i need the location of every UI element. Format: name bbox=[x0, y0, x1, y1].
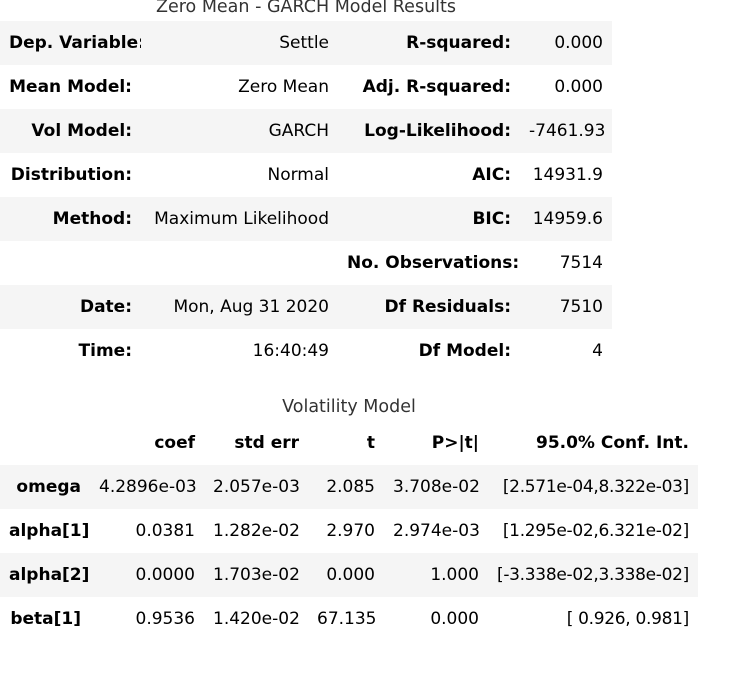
row-value: 4 bbox=[592, 341, 603, 361]
param-name: alpha[2] bbox=[0, 553, 90, 597]
t-value: 67.135 bbox=[317, 609, 377, 629]
std-err-value: 2.057e-03 bbox=[204, 465, 308, 509]
conf-int-value: [1.295e-02,6.321e-02] bbox=[502, 521, 689, 541]
row-label bbox=[0, 241, 141, 285]
summary-row-method: Method: Maximum Likelihood BIC: 14959.6 bbox=[0, 197, 612, 241]
row-value: Maximum Likelihood bbox=[141, 197, 338, 241]
t-value: 2.085 bbox=[308, 465, 384, 509]
p-value: 2.974e-03 bbox=[393, 521, 480, 541]
coef-value: 0.9536 bbox=[135, 609, 195, 629]
summary-row-dep-variable: Dep. Variable: Settle R-squared: 0.000 bbox=[0, 21, 612, 65]
summary-row-distribution: Distribution: Normal AIC: 14931.9 bbox=[0, 153, 612, 197]
coef-value: 4.2896e-03 bbox=[90, 465, 204, 509]
param-name: alpha[1] bbox=[9, 521, 90, 541]
column-header: P>|t| bbox=[431, 433, 479, 453]
p-value: 0.000 bbox=[430, 609, 479, 629]
row-value: Mon, Aug 31 2020 bbox=[141, 285, 338, 329]
model-summary-table: Dep. Variable: Settle R-squared: 0.000 M… bbox=[0, 21, 612, 373]
row-value: Settle bbox=[141, 21, 338, 65]
conf-int-value: [-3.338e-02,3.338e-02] bbox=[488, 553, 698, 597]
row-value: 7510 bbox=[520, 285, 612, 329]
row-value: Zero Mean bbox=[238, 77, 329, 97]
table-row: omega 4.2896e-03 2.057e-03 2.085 3.708e-… bbox=[0, 465, 698, 509]
volatility-model-table: coef std err t P>|t| 95.0% Conf. Int. om… bbox=[0, 422, 698, 641]
summary-row-date: Date: Mon, Aug 31 2020 Df Residuals: 751… bbox=[0, 285, 612, 329]
p-value: 3.708e-02 bbox=[384, 465, 488, 509]
table-row: alpha[1] 0.0381 1.282e-02 2.970 2.974e-0… bbox=[0, 509, 698, 553]
row-label: Distribution: bbox=[10, 165, 132, 185]
table-header-row: coef std err t P>|t| 95.0% Conf. Int. bbox=[0, 422, 698, 465]
column-header: std err bbox=[234, 433, 299, 453]
table-row: beta[1] 0.9536 1.420e-02 67.135 0.000 [ … bbox=[0, 597, 698, 641]
row-label: BIC: bbox=[338, 197, 520, 241]
row-label: No. Observations: bbox=[347, 253, 520, 273]
std-err-value: 1.282e-02 bbox=[213, 521, 300, 541]
row-value: 0.000 bbox=[520, 21, 612, 65]
row-label: Method: bbox=[0, 197, 141, 241]
row-value: 7514 bbox=[559, 253, 603, 273]
row-value: -7461.93 bbox=[520, 109, 612, 153]
coef-value: 0.0000 bbox=[90, 553, 204, 597]
t-value: 2.970 bbox=[326, 521, 375, 541]
volatility-table-title: Volatility Model bbox=[282, 397, 416, 417]
t-value: 0.000 bbox=[308, 553, 384, 597]
row-label: Vol Model: bbox=[0, 109, 141, 153]
summary-table-title: Zero Mean - GARCH Model Results bbox=[155, 0, 456, 17]
column-header: coef bbox=[154, 433, 195, 453]
param-name: omega bbox=[0, 465, 90, 509]
row-value: 14931.9 bbox=[532, 165, 603, 185]
summary-row-vol-model: Vol Model: GARCH Log-Likelihood: -7461.9… bbox=[0, 109, 612, 153]
row-label: Dep. Variable: bbox=[0, 21, 141, 65]
row-value: 14959.6 bbox=[520, 197, 612, 241]
conf-int-value: [ 0.926, 0.981] bbox=[566, 609, 690, 629]
std-err-value: 1.703e-02 bbox=[204, 553, 308, 597]
param-name: beta[1] bbox=[10, 609, 81, 629]
summary-row-observations: No. Observations: 7514 bbox=[0, 241, 612, 285]
row-label: Df Residuals: bbox=[338, 285, 520, 329]
row-label: Df Model: bbox=[418, 341, 511, 361]
row-value: Normal bbox=[267, 165, 329, 185]
coef-value: 0.0381 bbox=[135, 521, 195, 541]
std-err-value: 1.420e-02 bbox=[213, 609, 300, 629]
row-value: 16:40:49 bbox=[252, 341, 329, 361]
p-value: 1.000 bbox=[384, 553, 488, 597]
summary-row-mean-model: Mean Model: Zero Mean Adj. R-squared: 0.… bbox=[0, 65, 612, 109]
row-label: R-squared: bbox=[338, 21, 520, 65]
row-label: Adj. R-squared: bbox=[362, 77, 511, 97]
table-row: alpha[2] 0.0000 1.703e-02 0.000 1.000 [-… bbox=[0, 553, 698, 597]
summary-row-time: Time: 16:40:49 Df Model: 4 bbox=[0, 329, 612, 373]
row-value bbox=[141, 241, 338, 285]
conf-int-value: [2.571e-04,8.322e-03] bbox=[488, 465, 698, 509]
row-label: AIC: bbox=[472, 165, 511, 185]
column-header: 95.0% Conf. Int. bbox=[535, 433, 689, 453]
row-label: Log-Likelihood: bbox=[338, 109, 520, 153]
row-value: GARCH bbox=[141, 109, 338, 153]
row-value: 0.000 bbox=[554, 77, 603, 97]
row-label: Time: bbox=[78, 341, 132, 361]
column-header: t bbox=[366, 433, 375, 453]
column-header bbox=[0, 422, 90, 465]
row-label: Mean Model: bbox=[9, 77, 132, 97]
row-label: Date: bbox=[0, 285, 141, 329]
